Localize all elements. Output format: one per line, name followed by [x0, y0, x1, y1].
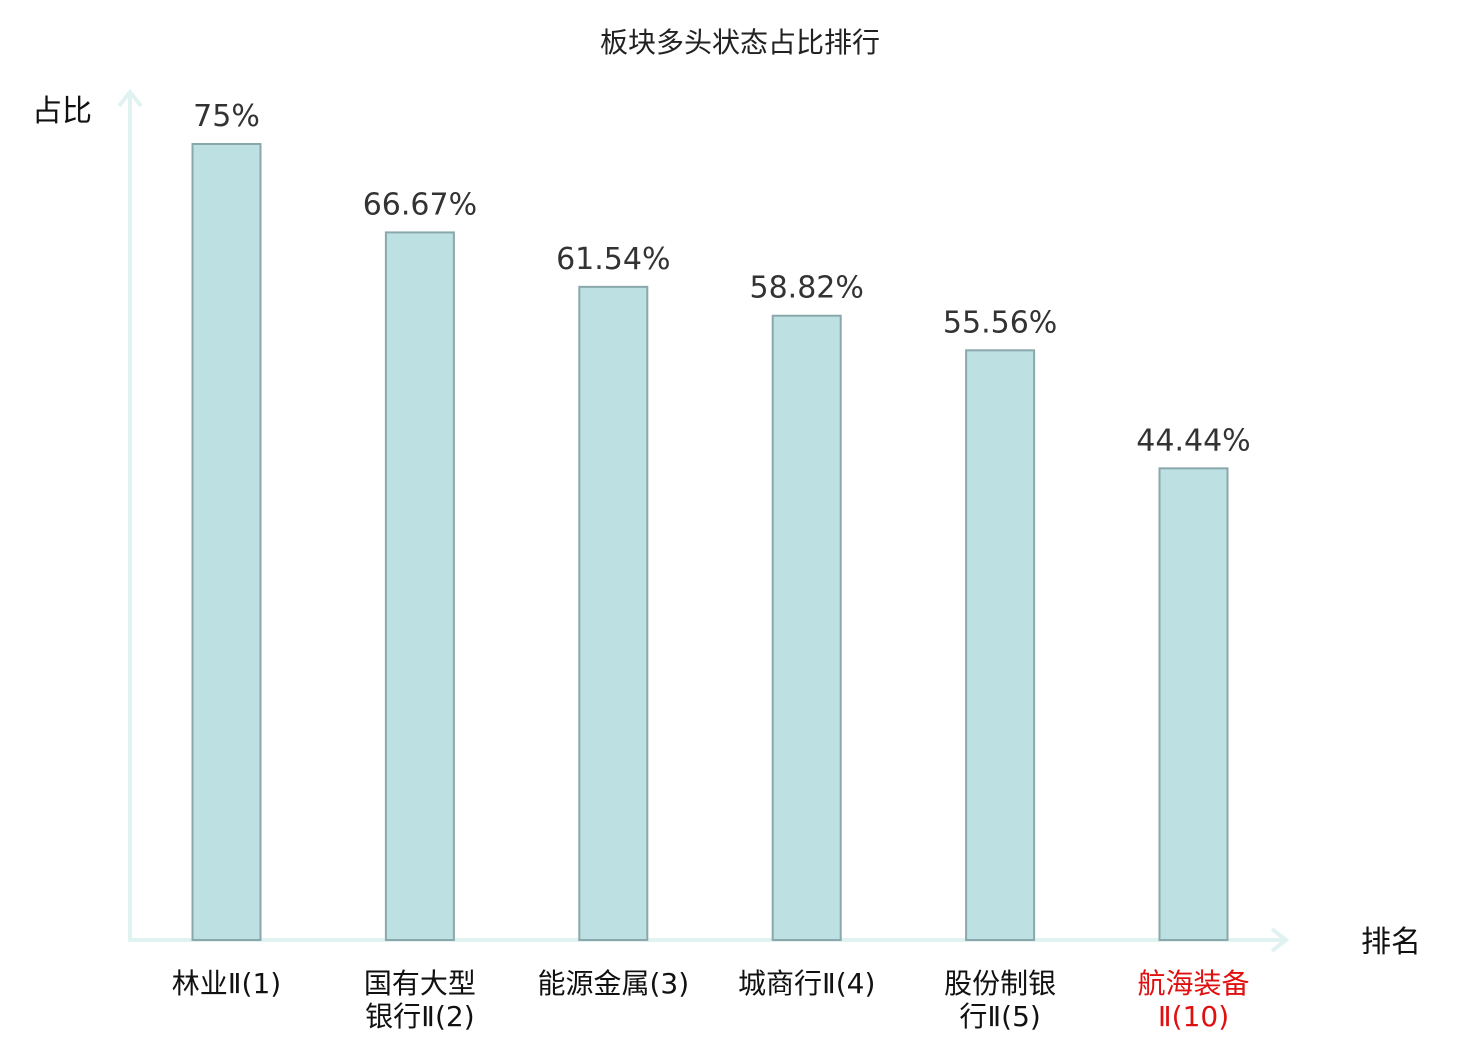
bar-4 — [771, 314, 842, 941]
category-label-5-line-1: 股份制银 — [944, 967, 1056, 1000]
x-axis — [128, 927, 1290, 953]
value-label-1: 75% — [193, 99, 260, 134]
bar-6 — [1158, 467, 1229, 941]
y-axis — [117, 88, 143, 940]
category-label-2-line-2: 银行Ⅱ(2) — [365, 1000, 474, 1033]
y-axis-label: 占比 — [32, 94, 92, 129]
value-label-4: 58.82% — [750, 271, 864, 306]
category-label-2-line-1: 国有大型 — [364, 967, 476, 1000]
value-label-3: 61.54% — [556, 242, 670, 277]
category-label-3-line-1: 能源金属(3) — [537, 967, 689, 1000]
bar-5 — [965, 349, 1036, 942]
bar-1 — [191, 143, 262, 941]
bars-group — [191, 143, 1229, 942]
value-labels-group: 75% 66.67% 61.54% 58.82% 55.56% 44.44% — [193, 99, 1251, 458]
bar-3 — [578, 285, 649, 941]
value-label-2: 66.67% — [363, 187, 477, 222]
bar-2 — [384, 231, 455, 942]
value-label-6: 44.44% — [1136, 423, 1250, 458]
x-axis-label: 排名 — [1361, 925, 1421, 960]
value-label-5: 55.56% — [943, 305, 1057, 340]
category-label-4-line-1: 城商行Ⅱ(4) — [738, 967, 875, 1000]
chart-title: 板块多头状态占比排行 — [600, 26, 880, 59]
category-label-6-line-1: 航海装备 — [1137, 967, 1249, 1000]
category-label-5-line-2: 行Ⅱ(5) — [959, 1000, 1040, 1033]
category-label-1-line-1: 林业Ⅱ(1) — [172, 967, 281, 1000]
category-label-6-line-2: Ⅱ(10) — [1158, 1000, 1229, 1033]
